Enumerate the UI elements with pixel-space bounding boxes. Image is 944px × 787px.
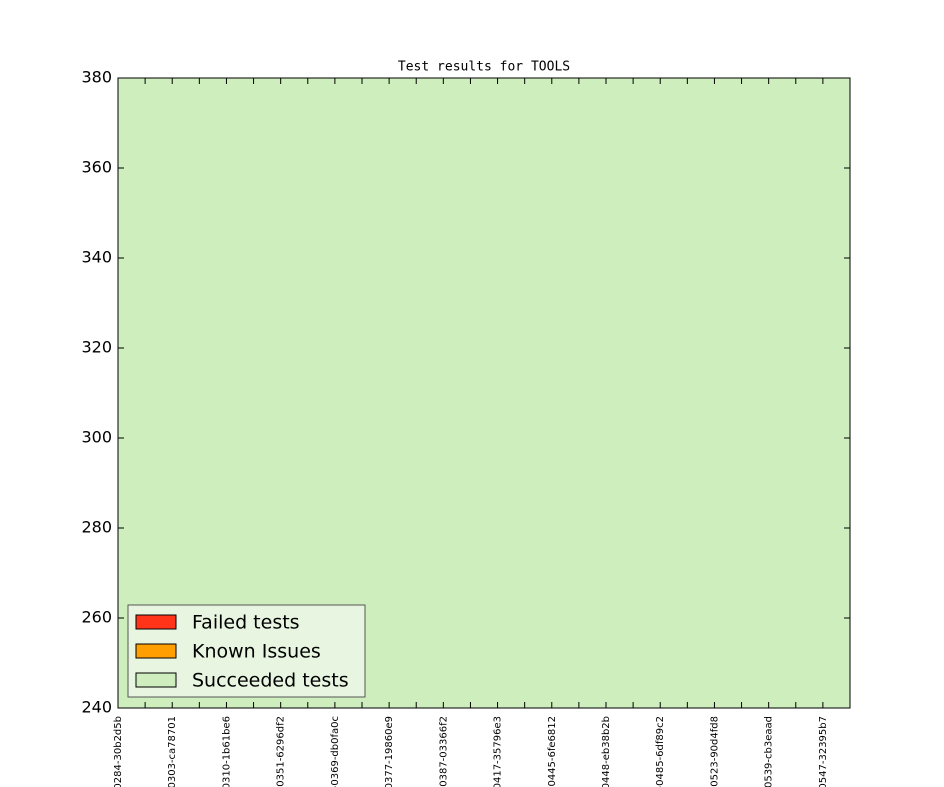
legend-swatch <box>135 614 177 630</box>
legend-label: Known Issues <box>192 641 321 663</box>
x-tick-label: 0310-1b61be6 <box>221 716 232 787</box>
x-tick-label: 0284-30b2d5b <box>113 716 124 787</box>
x-tick-label: 0303-ca78701 <box>167 716 178 787</box>
x-tick-label: 0448-eb38b2b <box>601 716 612 787</box>
y-tick-label: 360 <box>81 158 112 177</box>
y-tick-label: 340 <box>81 248 112 267</box>
y-tick-label: 380 <box>81 68 112 87</box>
y-tick-label: 320 <box>81 338 112 357</box>
plot-frame <box>117 77 851 709</box>
legend-label: Succeeded tests <box>192 670 349 692</box>
area <box>118 78 850 708</box>
x-tick-label: -0485-6df89c2 <box>655 716 666 787</box>
x-tick-label: 0547-32395b7 <box>818 716 829 787</box>
chart-title: Test results for TOOLS <box>398 60 570 75</box>
x-tick-label: -0445-6fe6812 <box>547 716 558 787</box>
x-tick-label: -0523-90d4fd8 <box>709 716 720 787</box>
y-tick-label: 300 <box>81 428 112 447</box>
y-tick-label: 280 <box>81 518 112 537</box>
legend-swatch <box>135 643 177 659</box>
x-tick-label: -0351-6296df2 <box>276 716 287 787</box>
x-tick-label: 0387-03366f2 <box>438 716 449 787</box>
x-tick-label: 0539-cb3eaad <box>764 716 775 787</box>
legend-swatch <box>135 672 177 688</box>
y-tick-label: 240 <box>81 698 112 717</box>
x-tick-label: 0417-35796e3 <box>493 716 504 787</box>
legend-label: Failed tests <box>192 612 300 634</box>
y-tick-label: 260 <box>81 608 112 627</box>
x-tick-label: 0377-19860e9 <box>384 716 395 787</box>
legend: Failed tests Known Issues Succeeded tests <box>127 604 366 698</box>
x-tick-label: -0369-db0fa0c <box>330 716 341 787</box>
